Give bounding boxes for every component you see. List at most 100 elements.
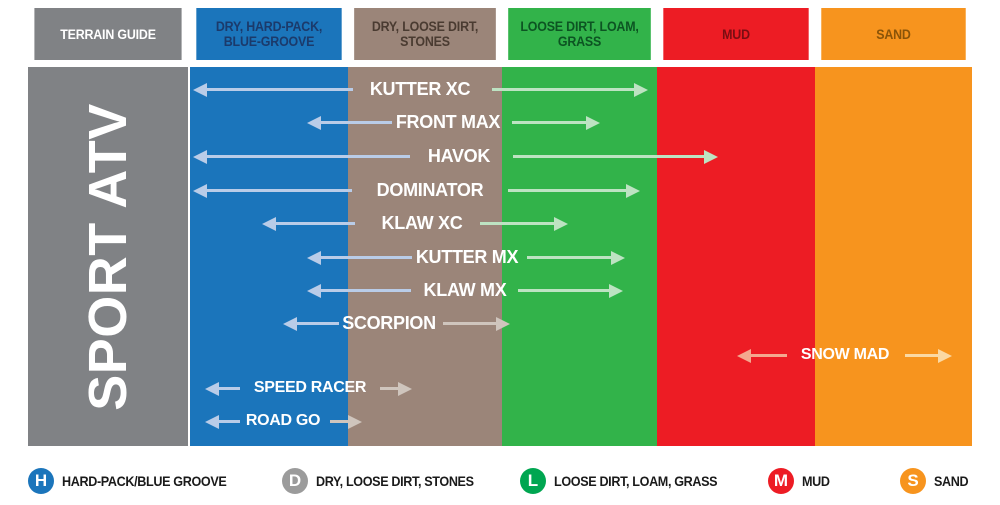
legend-item: M MUD	[768, 456, 833, 505]
column-header-red: MUD	[663, 8, 809, 60]
legend-item: S SAND	[900, 456, 972, 505]
arrow-shaft-right	[330, 420, 349, 423]
arrow-head-right	[704, 149, 718, 164]
terrain-column-guide: TERRAIN GUIDE SPORT ATV	[28, 8, 188, 446]
arrow-shaft-left	[275, 222, 355, 225]
arrow-shaft-right	[518, 289, 610, 292]
tire-row: FRONT MAX	[0, 109, 1000, 135]
tire-model-label: KUTTER XC	[369, 79, 471, 99]
legend: H HARD-PACK/BLUE GROOVE D DRY, LOOSE DIRT, …	[0, 456, 1000, 505]
arrow-head-right	[626, 183, 640, 198]
tire-row: SNOW MAD	[0, 342, 1000, 368]
arrow-shaft-right	[380, 387, 399, 390]
arrow-head-left	[193, 183, 207, 198]
column-separator-guide	[28, 60, 188, 67]
loose-dirt-badge-icon: L	[520, 467, 546, 494]
tire-row: SPEED RACER	[0, 375, 1000, 401]
legend-item-label: DRY, LOOSE DIRT, STONES	[316, 472, 474, 489]
tire-model-label: HAVOK	[427, 146, 491, 166]
arrow-shaft-left	[320, 256, 412, 259]
hard-pack-badge-icon: H	[28, 467, 54, 494]
legend-item-label: MUD	[802, 472, 830, 489]
tire-range-bar: SNOW MAD	[0, 342, 1000, 368]
arrow-head-right	[554, 216, 568, 231]
tire-model-label: KUTTER MX	[415, 247, 519, 267]
column-body-red	[657, 67, 815, 446]
arrow-shaft-left	[206, 189, 352, 192]
tire-row: SCORPION	[0, 310, 1000, 336]
column-header-blue: DRY, HARD-PACK, BLUE-GROOVE	[196, 8, 342, 60]
tire-range-bar: KLAW MX	[0, 277, 1000, 303]
arrow-head-left	[283, 316, 297, 331]
arrow-head-left	[307, 283, 321, 298]
arrow-head-right	[586, 115, 600, 130]
tire-row: KUTTER MX	[0, 244, 1000, 270]
arrow-head-right	[609, 283, 623, 298]
terrain-column-sand: SAND	[815, 8, 972, 446]
column-separator-red	[657, 60, 815, 67]
tire-range-bar: KUTTER XC	[0, 76, 1000, 102]
arrow-head-left	[205, 381, 219, 396]
column-separator-green	[502, 60, 657, 67]
tire-range-bar: KLAW XC	[0, 210, 1000, 236]
tire-range-bar: KUTTER MX	[0, 244, 1000, 270]
arrow-head-left	[737, 348, 751, 363]
arrow-shaft-right	[905, 354, 939, 357]
arrow-shaft-left	[218, 420, 240, 423]
column-body-sand	[815, 67, 972, 446]
legend-item-label: SAND	[934, 472, 969, 489]
tire-row: ROAD GO	[0, 408, 1000, 434]
tire-model-label: KLAW MX	[423, 280, 507, 300]
arrow-head-right	[634, 82, 648, 97]
arrow-head-left	[307, 115, 321, 130]
arrow-head-right	[496, 316, 510, 331]
column-header-green: LOOSE DIRT, LOAM, GRASS	[508, 8, 651, 60]
arrow-shaft-left	[206, 155, 410, 158]
legend-item: L LOOSE DIRT, LOAM, GRASS	[520, 456, 735, 505]
arrow-shaft-right	[443, 322, 497, 325]
tire-range-bar: HAVOK	[0, 143, 1000, 169]
arrow-head-left	[307, 250, 321, 265]
tire-model-label: DOMINATOR	[376, 180, 484, 200]
tire-model-label: KLAW XC	[381, 213, 463, 233]
arrow-head-left	[262, 216, 276, 231]
tire-model-label: SCORPION	[342, 313, 436, 333]
arrow-head-right	[938, 348, 952, 363]
column-separator-blue	[190, 60, 348, 67]
arrow-head-left	[193, 149, 207, 164]
legend-item: H HARD-PACK/BLUE GROOVE	[28, 456, 245, 505]
arrow-head-right	[611, 250, 625, 265]
arrow-shaft-left	[320, 121, 392, 124]
arrow-shaft-left	[296, 322, 339, 325]
arrow-shaft-left	[320, 289, 411, 292]
tire-row: KUTTER XC	[0, 76, 1000, 102]
tire-model-label: SNOW MAD	[800, 346, 890, 363]
tire-range-bar: SPEED RACER	[0, 375, 1000, 401]
arrow-shaft-right	[492, 88, 635, 91]
terrain-column-red: MUD	[657, 8, 815, 446]
column-separator-sand	[815, 60, 972, 67]
legend-item: D DRY, LOOSE DIRT, STONES	[282, 456, 491, 505]
arrow-shaft-right	[508, 189, 627, 192]
tire-row: HAVOK	[0, 143, 1000, 169]
arrow-shaft-right	[527, 256, 612, 259]
arrow-shaft-right	[513, 155, 705, 158]
sand-badge-icon: S	[900, 467, 926, 494]
column-body-guide: SPORT ATV	[28, 67, 188, 446]
tire-model-label: FRONT MAX	[395, 112, 501, 132]
tire-range-bar: DOMINATOR	[0, 177, 1000, 203]
column-separator-brown	[348, 60, 502, 67]
arrow-head-left	[205, 414, 219, 429]
arrow-head-left	[193, 82, 207, 97]
legend-item-label: LOOSE DIRT, LOAM, GRASS	[554, 472, 718, 489]
column-header-sand: SAND	[821, 8, 966, 60]
arrow-head-right	[398, 381, 412, 396]
tire-row: KLAW MX	[0, 277, 1000, 303]
tire-range-bar: SCORPION	[0, 310, 1000, 336]
dry-loose-dirt-badge-icon: D	[282, 467, 308, 494]
tire-range-bar: ROAD GO	[0, 408, 1000, 434]
tire-range-bar: FRONT MAX	[0, 109, 1000, 135]
arrow-shaft-left	[750, 354, 787, 357]
arrow-shaft-right	[512, 121, 587, 124]
